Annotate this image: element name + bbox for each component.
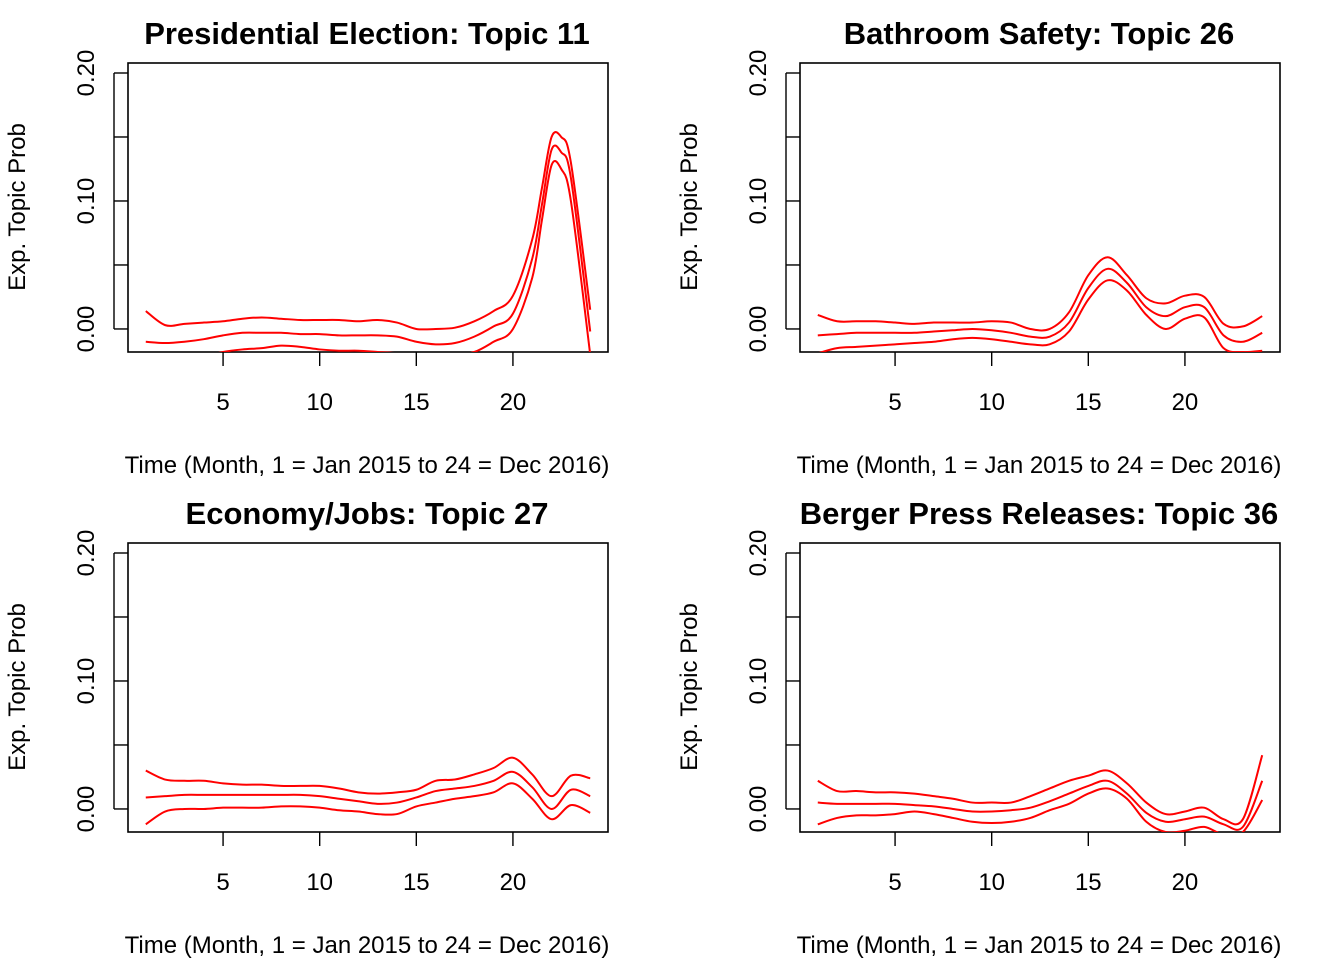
y-axis: 0.00 0.10 0.20 bbox=[745, 50, 800, 353]
y-axis-label: Exp. Topic Prob bbox=[676, 603, 703, 771]
series-line-upper bbox=[817, 256, 1263, 332]
panel-topic-26: Bathroom Safety: Topic 26 0.00 0.10 0.20 5… bbox=[676, 16, 1281, 479]
series-line-mean bbox=[145, 144, 592, 346]
plot-frame bbox=[127, 542, 609, 833]
x-tick-label: 5 bbox=[888, 389, 901, 416]
series-line-lower bbox=[218, 160, 591, 352]
series-line-upper bbox=[145, 131, 592, 331]
y-tick-label: 0.20 bbox=[73, 50, 100, 97]
series-group bbox=[145, 131, 592, 352]
x-tick-label: 15 bbox=[1075, 389, 1102, 416]
series-line-lower bbox=[145, 782, 591, 826]
y-tick-label: 0.00 bbox=[73, 306, 100, 353]
series-group bbox=[817, 256, 1263, 352]
panel-topic-36: Berger Press Releases: Topic 36 0.00 0.10… bbox=[676, 496, 1281, 959]
panel-title: Bathroom Safety: Topic 26 bbox=[844, 16, 1234, 51]
y-tick-label: 0.20 bbox=[745, 530, 772, 577]
y-axis-label: Exp. Topic Prob bbox=[4, 603, 31, 771]
plot-frame bbox=[799, 542, 1281, 833]
x-tick-label: 10 bbox=[306, 869, 333, 896]
series-group bbox=[145, 756, 591, 826]
panel-title: Economy/Jobs: Topic 27 bbox=[186, 496, 549, 531]
x-tick-label: 15 bbox=[1075, 869, 1102, 896]
x-tick-label: 20 bbox=[1172, 869, 1199, 896]
y-tick-label: 0.10 bbox=[745, 658, 772, 705]
x-tick-label: 5 bbox=[216, 389, 229, 416]
y-tick-label: 0.10 bbox=[73, 178, 100, 225]
y-tick-label: 0.20 bbox=[745, 50, 772, 97]
y-tick-label: 0.00 bbox=[73, 786, 100, 833]
y-tick-label: 0.20 bbox=[73, 530, 100, 577]
series-line-lower bbox=[817, 787, 1264, 832]
y-axis-label: Exp. Topic Prob bbox=[676, 123, 703, 291]
series-line-mean bbox=[817, 779, 1264, 831]
x-tick-label: 15 bbox=[403, 389, 430, 416]
plot-frame bbox=[127, 62, 609, 353]
plot-frame bbox=[799, 62, 1281, 353]
y-axis-label: Exp. Topic Prob bbox=[4, 123, 31, 291]
panel-topic-11: Presidential Election: Topic 11 0.00 0.10… bbox=[4, 16, 609, 479]
x-axis: 5 10 15 20 bbox=[888, 832, 1198, 896]
series-line-upper bbox=[817, 754, 1264, 826]
x-tick-label: 10 bbox=[978, 389, 1005, 416]
x-axis-label: Time (Month, 1 = Jan 2015 to 24 = Dec 20… bbox=[125, 932, 610, 959]
series-line-lower bbox=[818, 279, 1263, 352]
x-axis: 5 10 15 20 bbox=[216, 832, 526, 896]
y-axis: 0.00 0.10 0.20 bbox=[73, 50, 128, 353]
x-tick-label: 20 bbox=[500, 869, 527, 896]
y-tick-label: 0.00 bbox=[745, 786, 772, 833]
x-axis: 5 10 15 20 bbox=[888, 352, 1198, 416]
y-axis: 0.00 0.10 0.20 bbox=[73, 530, 128, 833]
y-tick-label: 0.00 bbox=[745, 306, 772, 353]
x-tick-label: 20 bbox=[500, 389, 527, 416]
x-tick-label: 5 bbox=[888, 869, 901, 896]
y-axis: 0.00 0.10 0.20 bbox=[745, 530, 800, 833]
series-line-mean bbox=[145, 770, 591, 810]
x-axis-label: Time (Month, 1 = Jan 2015 to 24 = Dec 20… bbox=[125, 452, 610, 479]
x-axis: 5 10 15 20 bbox=[216, 352, 526, 416]
y-tick-label: 0.10 bbox=[73, 658, 100, 705]
panel-topic-27: Economy/Jobs: Topic 27 0.00 0.10 0.20 5 10 1… bbox=[4, 496, 609, 959]
panel-title: Presidential Election: Topic 11 bbox=[144, 16, 590, 51]
x-tick-label: 10 bbox=[306, 389, 333, 416]
x-tick-label: 5 bbox=[216, 869, 229, 896]
x-axis-label: Time (Month, 1 = Jan 2015 to 24 = Dec 20… bbox=[797, 452, 1282, 479]
x-tick-label: 20 bbox=[1172, 389, 1199, 416]
y-tick-label: 0.10 bbox=[745, 178, 772, 225]
panel-title: Berger Press Releases: Topic 36 bbox=[800, 496, 1278, 531]
x-tick-label: 15 bbox=[403, 869, 430, 896]
x-axis-label: Time (Month, 1 = Jan 2015 to 24 = Dec 20… bbox=[797, 932, 1282, 959]
series-group bbox=[817, 754, 1264, 832]
series-line-upper bbox=[145, 756, 591, 798]
x-tick-label: 10 bbox=[978, 869, 1005, 896]
series-line-mean bbox=[817, 267, 1263, 343]
